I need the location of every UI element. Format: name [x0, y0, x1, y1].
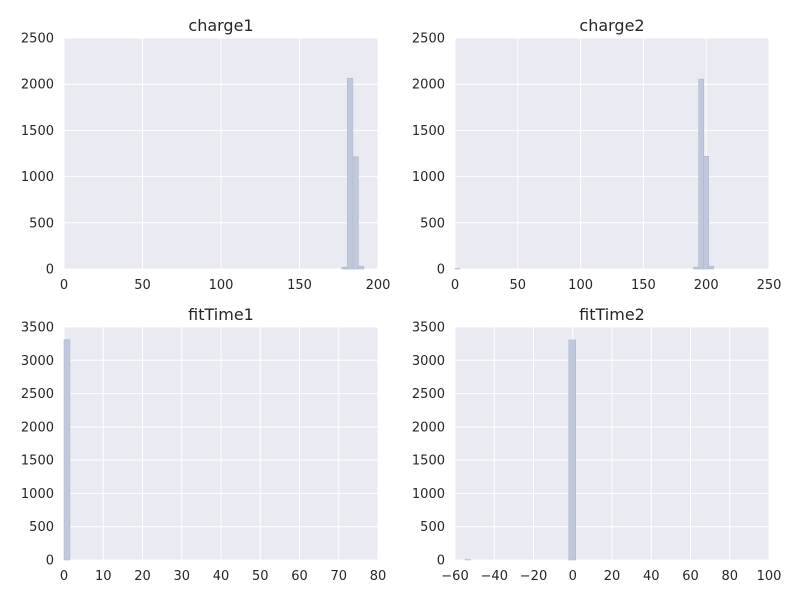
y-tick-label: 1000 [21, 487, 54, 502]
x-tick-label: 200 [366, 278, 391, 293]
x-tick-label: 50 [510, 278, 527, 293]
y-tick-label: 500 [420, 520, 445, 535]
fittime2-panel: −60 −40 −20 0 20 40 60 80 1000500100015002000250… [412, 305, 782, 584]
x-tick-label: 50 [134, 278, 151, 293]
x-tick-label: 150 [287, 278, 312, 293]
y-tick-label: 0 [46, 263, 54, 278]
x-tick-label: 20 [604, 569, 621, 584]
y-tick-label: 1500 [412, 454, 445, 469]
x-tick-label: 0 [569, 569, 577, 584]
subplot-title: charge1 [188, 16, 253, 35]
x-tick-label: 40 [213, 569, 230, 584]
x-tick-label: 80 [370, 569, 387, 584]
y-tick-label: 2500 [412, 387, 445, 402]
x-tick-label: 80 [721, 569, 738, 584]
x-tick-label: 70 [330, 569, 347, 584]
fittime1-panel: 0 10 20 30 40 50 60 70 80 0 500 1000 1500 2000 2500 300… [21, 305, 386, 584]
y-tick-label: 2000 [21, 420, 54, 435]
histogram-bar [568, 339, 576, 561]
y-tick-label: 3500 [21, 321, 54, 336]
y-tick-label: 3500 [412, 321, 445, 336]
y-tick-label: 500 [29, 520, 54, 535]
histogram-bar [347, 77, 354, 270]
x-tick-label: 100 [209, 278, 234, 293]
x-tick-label: 100 [757, 569, 782, 584]
y-tick-label: 2500 [412, 32, 445, 47]
x-tick-label: 10 [95, 569, 112, 584]
x-tick-label: 200 [694, 278, 719, 293]
subplot-title: fitTime1 [188, 305, 254, 324]
x-tick-label: 20 [134, 569, 151, 584]
histogram-bar [708, 265, 715, 270]
y-tick-label: 2500 [21, 387, 54, 402]
y-tick-label: 1500 [412, 124, 445, 139]
y-tick-label: 1500 [21, 124, 54, 139]
subplot-title: charge2 [579, 16, 644, 35]
histogram-bar [358, 265, 365, 270]
x-tick-label: 150 [631, 278, 656, 293]
plot-area [455, 38, 769, 269]
y-tick-label: 2500 [21, 32, 54, 47]
histogram-bar [352, 156, 359, 270]
x-tick-label: 60 [682, 569, 699, 584]
x-tick-label: −60 [441, 569, 468, 584]
x-tick-label: 50 [252, 569, 269, 584]
x-tick-label: 0 [60, 278, 68, 293]
charge2-panel: 0 50 100 150 200 25005001000150020002500charg… [412, 16, 782, 293]
y-tick-label: 0 [437, 263, 445, 278]
x-tick-label: −40 [481, 569, 508, 584]
x-tick-label: 40 [643, 569, 660, 584]
x-tick-label: −20 [520, 569, 547, 584]
y-tick-label: 3000 [21, 354, 54, 369]
histogram-bar [693, 266, 699, 270]
histogram-bar [341, 266, 348, 270]
y-tick-label: 500 [29, 216, 54, 231]
histogram-bar [698, 78, 704, 270]
y-tick-label: 1000 [412, 487, 445, 502]
y-tick-label: 2000 [21, 78, 54, 93]
y-tick-label: 1000 [412, 170, 445, 185]
y-tick-label: 500 [420, 216, 445, 231]
y-tick-label: 0 [437, 554, 445, 569]
y-tick-label: 2000 [412, 420, 445, 435]
histogram-bar [703, 155, 710, 270]
y-tick-label: 0 [46, 554, 54, 569]
x-tick-label: 250 [757, 278, 782, 293]
y-tick-label: 2000 [412, 78, 445, 93]
x-tick-label: 0 [451, 278, 459, 293]
y-tick-label: 3000 [412, 354, 445, 369]
x-tick-label: 0 [60, 569, 68, 584]
x-tick-label: 30 [173, 569, 190, 584]
subplot-title: fitTime2 [579, 305, 645, 324]
y-tick-label: 1000 [21, 170, 54, 185]
x-tick-label: 60 [291, 569, 308, 584]
x-tick-label: 100 [568, 278, 593, 293]
y-tick-label: 1500 [21, 454, 54, 469]
histogram-bar [63, 339, 71, 561]
